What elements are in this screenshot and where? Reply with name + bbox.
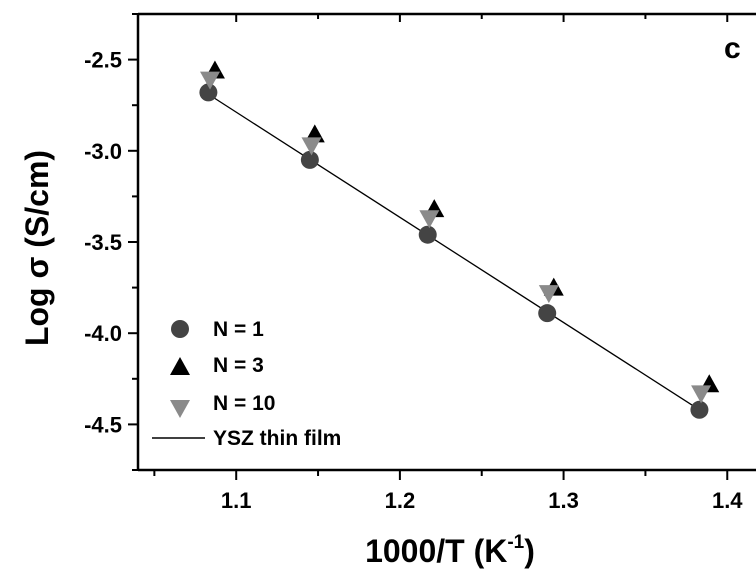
legend-label-n1: N = 1 bbox=[213, 318, 264, 341]
data-markers bbox=[199, 60, 720, 419]
marker-n10 bbox=[419, 210, 440, 229]
marker-n10 bbox=[200, 71, 221, 90]
y-tick-label: -3.5 bbox=[84, 230, 122, 255]
y-tick-label: -3.0 bbox=[84, 139, 122, 164]
x-axis-title-main: 1000/T (K bbox=[365, 533, 507, 569]
x-tick-label: 1.1 bbox=[221, 488, 252, 513]
legend-label-n3: N = 3 bbox=[213, 354, 264, 377]
ysz-fit-line bbox=[208, 93, 700, 411]
x-axis-title-sup: -1 bbox=[507, 532, 524, 553]
y-tick-label: -2.5 bbox=[84, 48, 122, 73]
ysz-fit-line-segment bbox=[208, 93, 700, 411]
x-tick-label: 1.3 bbox=[548, 488, 579, 513]
y-axis-title: Log σ (S/cm) bbox=[19, 150, 55, 346]
panel-label: c bbox=[724, 32, 741, 65]
legend-label-n10: N = 10 bbox=[213, 392, 275, 415]
marker-n10 bbox=[691, 385, 712, 404]
marker-n1 bbox=[690, 400, 709, 419]
legend-label-ysz: YSZ thin film bbox=[213, 427, 341, 450]
marker-n10 bbox=[538, 285, 559, 304]
y-tick-label: -4.5 bbox=[84, 412, 122, 437]
x-axis-title: 1000/T (K-1) bbox=[365, 532, 535, 569]
marker-n1 bbox=[199, 83, 218, 102]
marker-n1 bbox=[418, 225, 437, 244]
x-tick-label: 1.2 bbox=[385, 488, 416, 513]
marker-n1 bbox=[538, 304, 557, 323]
legend: N = 1 N = 3 N = 10 YSZ thin film bbox=[152, 318, 341, 450]
marker-n10 bbox=[301, 137, 322, 156]
y-tick-label: -4.0 bbox=[84, 321, 122, 346]
marker-n1 bbox=[300, 150, 319, 169]
legend-marker-n10 bbox=[170, 400, 190, 418]
tick-labels: 1.1 1.2 1.3 1.4 -2.5 -3.0 -3.5 -4.0 -4.5 bbox=[84, 48, 743, 513]
legend-marker-n3 bbox=[170, 357, 190, 375]
legend-marker-n1 bbox=[171, 320, 189, 338]
axis-ticks bbox=[128, 13, 729, 480]
x-tick-label: 1.4 bbox=[712, 488, 743, 513]
x-axis-title-end: ) bbox=[524, 533, 535, 569]
